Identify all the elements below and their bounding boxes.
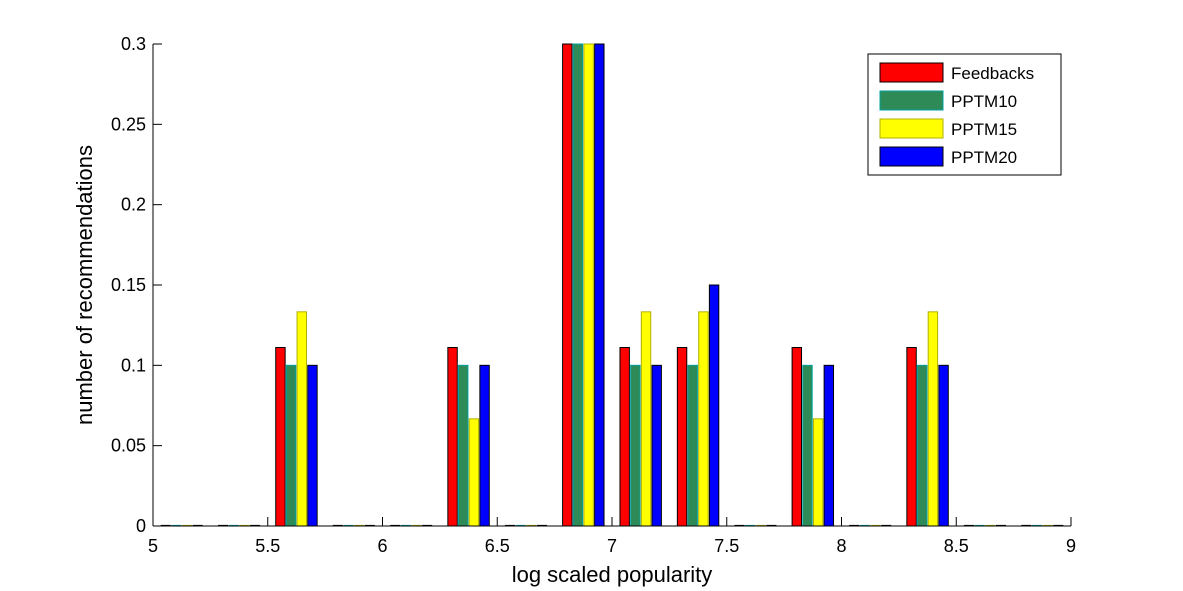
legend-swatch-pptm20 — [879, 146, 944, 167]
x-tick-label: 7 — [607, 536, 617, 556]
bar-pptm10-11 — [802, 364, 813, 527]
y-tick-label: 0.3 — [121, 34, 146, 54]
bar-pptm10-8 — [630, 364, 641, 527]
legend-label-pptm10: PPTM10 — [951, 92, 1017, 111]
bar-pptm10-13 — [917, 364, 928, 527]
bar-feedbacks-2 — [275, 347, 286, 527]
y-ticks: 0 0.05 0.1 0.15 0.2 0.25 0.3 — [111, 34, 162, 536]
bar-feedbacks-11 — [791, 347, 803, 527]
y-axis-label: number of recommendations — [72, 145, 97, 425]
bar-pptm15-11 — [812, 418, 824, 527]
bar-pptm15-2 — [296, 311, 307, 527]
x-tick-label: 6.5 — [485, 536, 510, 556]
bar-pptm10-2 — [285, 364, 297, 527]
bar-feedbacks-7 — [562, 43, 573, 527]
x-tick-label: 8 — [836, 536, 846, 556]
x-tick-label: 5 — [148, 536, 158, 556]
x-tick-label: 5.5 — [255, 536, 280, 556]
bar-pptm20-2 — [307, 364, 318, 527]
y-tick-label: 0.05 — [111, 436, 146, 456]
legend-label-feedbacks: Feedbacks — [951, 64, 1034, 83]
legend-swatch-pptm10 — [879, 90, 944, 111]
legend-swatch-pptm15 — [879, 118, 944, 139]
bar-pptm10-7 — [572, 43, 584, 527]
bars-group — [160, 43, 1064, 527]
bar-feedbacks-8 — [619, 347, 630, 527]
legend-label-pptm15: PPTM15 — [951, 120, 1017, 139]
x-ticks: 5 5.5 6 6.5 7 7.5 8 8.5 9 — [148, 517, 1076, 556]
bar-pptm20-11 — [823, 364, 835, 527]
x-axis-label: log scaled popularity — [512, 562, 713, 587]
x-tick-label: 9 — [1066, 536, 1076, 556]
x-tick-label: 6 — [377, 536, 387, 556]
bar-pptm20-7 — [594, 43, 605, 527]
bar-pptm20-13 — [938, 364, 949, 527]
legend-label-pptm20: PPTM20 — [951, 148, 1017, 167]
y-tick-label: 0.2 — [121, 195, 146, 215]
bar-pptm15-8 — [640, 311, 652, 527]
bar-feedbacks-5 — [447, 347, 458, 527]
bar-pptm15-9 — [698, 311, 709, 527]
y-tick-label: 0 — [136, 516, 146, 536]
x-tick-label: 8.5 — [944, 536, 969, 556]
bar-feedbacks-13 — [906, 347, 917, 527]
legend-swatch-feedbacks — [879, 62, 944, 83]
bar-pptm10-5 — [458, 364, 469, 527]
y-tick-label: 0.25 — [111, 114, 146, 134]
x-tick-label: 7.5 — [714, 536, 739, 556]
bar-pptm20-8 — [651, 364, 662, 527]
bar-pptm15-5 — [468, 418, 480, 527]
bar-pptm15-13 — [927, 311, 939, 527]
bar-pptm10-9 — [687, 364, 698, 527]
bar-feedbacks-9 — [676, 347, 688, 527]
y-tick-label: 0.1 — [121, 355, 146, 375]
bar-pptm15-7 — [583, 43, 594, 527]
legend: Feedbacks PPTM10 PPTM15 PPTM20 — [867, 53, 1062, 176]
bar-pptm20-9 — [708, 284, 720, 527]
y-tick-label: 0.15 — [111, 275, 146, 295]
bar-pptm20-5 — [479, 364, 490, 527]
